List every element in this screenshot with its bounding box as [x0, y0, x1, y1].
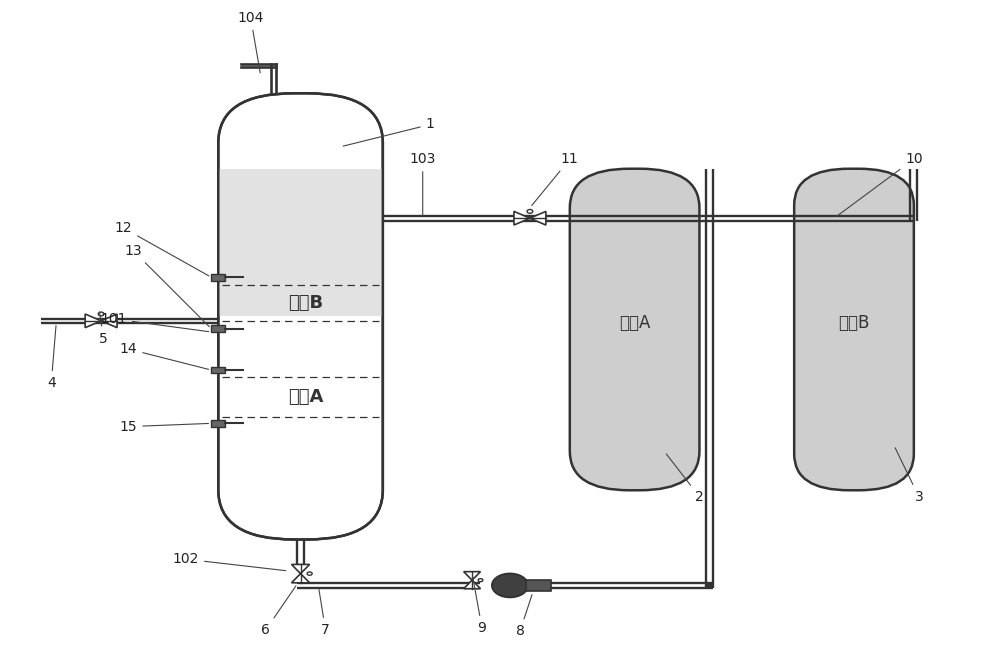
Text: 4: 4 — [47, 326, 56, 390]
Text: 104: 104 — [238, 11, 264, 72]
Text: 9: 9 — [473, 577, 486, 635]
Text: 6: 6 — [261, 586, 296, 637]
Circle shape — [527, 210, 533, 214]
Circle shape — [98, 312, 104, 316]
Polygon shape — [514, 212, 530, 225]
Polygon shape — [101, 314, 117, 328]
Text: 产品A: 产品A — [288, 387, 323, 406]
Polygon shape — [291, 564, 310, 573]
Bar — [218, 169, 383, 316]
Bar — [211, 367, 225, 374]
Bar — [211, 326, 225, 332]
Text: 8: 8 — [516, 594, 532, 639]
Circle shape — [492, 573, 528, 597]
Circle shape — [478, 579, 483, 582]
Polygon shape — [464, 580, 481, 588]
Polygon shape — [464, 571, 481, 580]
Text: 15: 15 — [120, 420, 209, 434]
Polygon shape — [530, 212, 546, 225]
Text: 2: 2 — [666, 454, 704, 503]
Text: 5: 5 — [99, 312, 108, 345]
Bar — [211, 420, 225, 426]
FancyBboxPatch shape — [218, 94, 383, 540]
Text: 7: 7 — [319, 590, 330, 637]
Bar — [705, 583, 714, 588]
Text: 14: 14 — [120, 342, 209, 370]
Text: 10: 10 — [836, 152, 923, 217]
Text: 103: 103 — [410, 152, 436, 215]
Text: 1: 1 — [343, 117, 435, 146]
Text: 13: 13 — [125, 244, 209, 327]
Bar — [526, 579, 551, 591]
Text: 11: 11 — [532, 152, 579, 206]
Text: 产品B: 产品B — [288, 294, 323, 312]
Text: 102: 102 — [173, 552, 286, 571]
Text: 3: 3 — [895, 447, 923, 503]
Text: 101: 101 — [100, 312, 209, 331]
Text: 产品B: 产品B — [838, 314, 870, 332]
Polygon shape — [85, 314, 101, 328]
Polygon shape — [291, 573, 310, 583]
FancyBboxPatch shape — [794, 169, 914, 490]
Circle shape — [307, 572, 312, 575]
Text: 产品A: 产品A — [619, 314, 650, 332]
FancyBboxPatch shape — [570, 169, 699, 490]
Text: 12: 12 — [115, 221, 209, 276]
Bar — [211, 274, 225, 281]
